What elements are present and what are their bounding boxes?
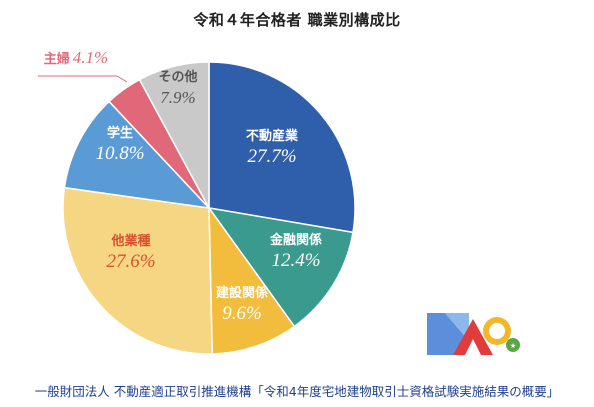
chart-title: 令和４年合格者 職業別構成比 xyxy=(193,11,401,29)
slice-value-fudosan: 27.7% xyxy=(247,146,296,167)
shufu-leader-line xyxy=(116,75,128,83)
slice-value-tagyoshu: 27.6% xyxy=(106,251,155,272)
slice-category-gakusei: 学生 xyxy=(107,125,133,141)
slice-value-sonota: 7.9% xyxy=(160,88,195,107)
source-citation: 一般財団法人 不動産適正取引推進機構「令和4年度宅地建物取引士資格試験実施結果の… xyxy=(34,384,560,399)
slice-value-kensetsu: 9.6% xyxy=(222,303,262,324)
pie-slice-sonota xyxy=(138,61,210,209)
slice-category-fudosan: 不動産業 xyxy=(246,128,299,144)
pie-slice-fudosan xyxy=(208,61,356,234)
pie-slice-gakusei xyxy=(63,100,212,210)
svg-text:★: ★ xyxy=(510,342,516,350)
site-logo: ★ xyxy=(427,313,520,355)
slice-value-gakusei: 10.8% xyxy=(95,143,144,164)
slice-value-shufu: 4.1% xyxy=(73,48,108,67)
slice-category-kensetsu: 建設関係 xyxy=(216,285,268,301)
slice-category-sonota: その他 xyxy=(158,69,197,85)
pie-slice-tagyoshu xyxy=(62,186,213,355)
slice-category-shufu: 主婦 xyxy=(44,51,70,67)
slice-value-kinyu: 12.4% xyxy=(271,250,320,271)
slice-category-tagyoshu: 他業種 xyxy=(110,233,150,249)
slice-category-kinyu: 金融関係 xyxy=(269,232,322,248)
pie-slice-kinyu xyxy=(207,206,354,328)
slice-label-shufu: 主婦 4.1% xyxy=(44,48,108,67)
pie-slice-kensetsu xyxy=(208,205,296,355)
